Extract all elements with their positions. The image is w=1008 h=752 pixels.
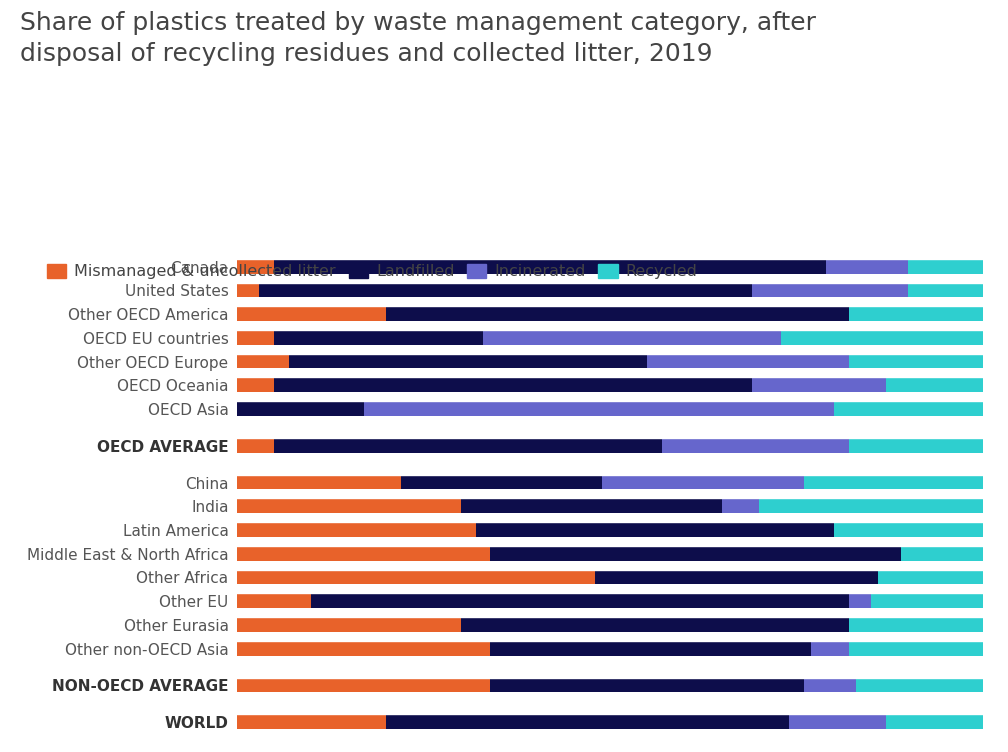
Bar: [849, 308, 983, 321]
Bar: [237, 259, 274, 274]
Bar: [834, 402, 983, 416]
Bar: [237, 402, 364, 416]
Bar: [237, 523, 476, 537]
Bar: [647, 355, 849, 368]
Bar: [803, 476, 983, 490]
Text: Share of plastics treated by waste management category, after
disposal of recycl: Share of plastics treated by waste manag…: [20, 11, 816, 66]
Bar: [237, 439, 274, 453]
Bar: [901, 547, 983, 561]
Bar: [908, 259, 983, 274]
Bar: [803, 678, 856, 693]
Bar: [237, 308, 386, 321]
Bar: [237, 331, 274, 344]
Bar: [461, 618, 849, 632]
Bar: [849, 594, 871, 608]
Bar: [259, 284, 752, 297]
Bar: [237, 355, 289, 368]
Bar: [849, 439, 983, 453]
Bar: [364, 402, 834, 416]
Bar: [603, 476, 803, 490]
Bar: [752, 284, 908, 297]
Bar: [759, 499, 983, 513]
Bar: [237, 499, 461, 513]
Bar: [483, 331, 781, 344]
Bar: [274, 331, 483, 344]
Bar: [237, 715, 386, 729]
Bar: [491, 678, 803, 693]
Bar: [886, 715, 983, 729]
Bar: [908, 284, 983, 297]
Bar: [237, 618, 461, 632]
Bar: [871, 594, 983, 608]
Bar: [789, 715, 886, 729]
Bar: [849, 641, 983, 656]
Bar: [595, 571, 878, 584]
Bar: [662, 439, 849, 453]
Bar: [476, 523, 834, 537]
Bar: [237, 476, 401, 490]
Bar: [237, 594, 311, 608]
Bar: [834, 523, 983, 537]
Bar: [289, 355, 647, 368]
Bar: [274, 439, 662, 453]
Bar: [274, 259, 827, 274]
Bar: [237, 571, 595, 584]
Bar: [237, 547, 491, 561]
Bar: [856, 678, 983, 693]
Bar: [781, 331, 983, 344]
Bar: [274, 378, 752, 393]
Bar: [722, 499, 759, 513]
Bar: [849, 618, 983, 632]
Bar: [827, 259, 908, 274]
Legend: Mismanaged & uncollected litter, Landfilled, Incinerated, Recycled: Mismanaged & uncollected litter, Landfil…: [47, 264, 698, 279]
Bar: [752, 378, 886, 393]
Bar: [401, 476, 603, 490]
Bar: [386, 308, 849, 321]
Bar: [237, 378, 274, 393]
Bar: [878, 571, 983, 584]
Bar: [849, 355, 983, 368]
Bar: [237, 678, 491, 693]
Bar: [491, 547, 901, 561]
Bar: [461, 499, 722, 513]
Bar: [386, 715, 789, 729]
Bar: [491, 641, 811, 656]
Bar: [237, 284, 259, 297]
Bar: [311, 594, 849, 608]
Bar: [237, 641, 491, 656]
Bar: [811, 641, 849, 656]
Bar: [886, 378, 983, 393]
